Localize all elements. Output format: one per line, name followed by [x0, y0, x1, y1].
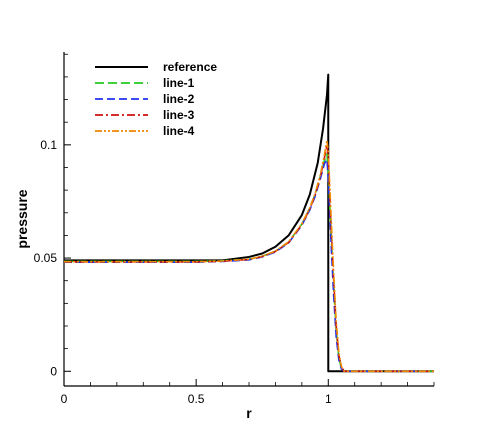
legend-label-line-3: line-3	[163, 108, 195, 122]
y-tick-label: 0	[50, 364, 57, 378]
axes	[63, 52, 434, 387]
x-tick-label: 0	[61, 392, 68, 406]
y-axis-label: pressure	[14, 189, 30, 248]
legend-label-line-4: line-4	[163, 124, 195, 138]
x-tick-label: 0.5	[188, 392, 205, 406]
x-tick-label: 1	[325, 392, 332, 406]
y-tick-label: 0.1	[40, 138, 57, 152]
series-line-line-4	[64, 139, 434, 373]
legend-label-line-1: line-1	[163, 76, 195, 90]
series-line-line-2	[64, 158, 434, 373]
x-axis-label: r	[246, 405, 252, 421]
series-line-reference	[64, 73, 434, 373]
legend-label-line-2: line-2	[163, 92, 195, 106]
legend-label-reference: reference	[163, 60, 217, 74]
series-line-line-3	[64, 144, 434, 373]
legend: reference line-1 line-2 line-3 line-4	[95, 60, 217, 138]
series-lines	[64, 73, 434, 373]
y-tick-label: 0.05	[34, 251, 58, 265]
ticks: 0 0.5 1 0 0.05 0.1	[34, 53, 435, 406]
